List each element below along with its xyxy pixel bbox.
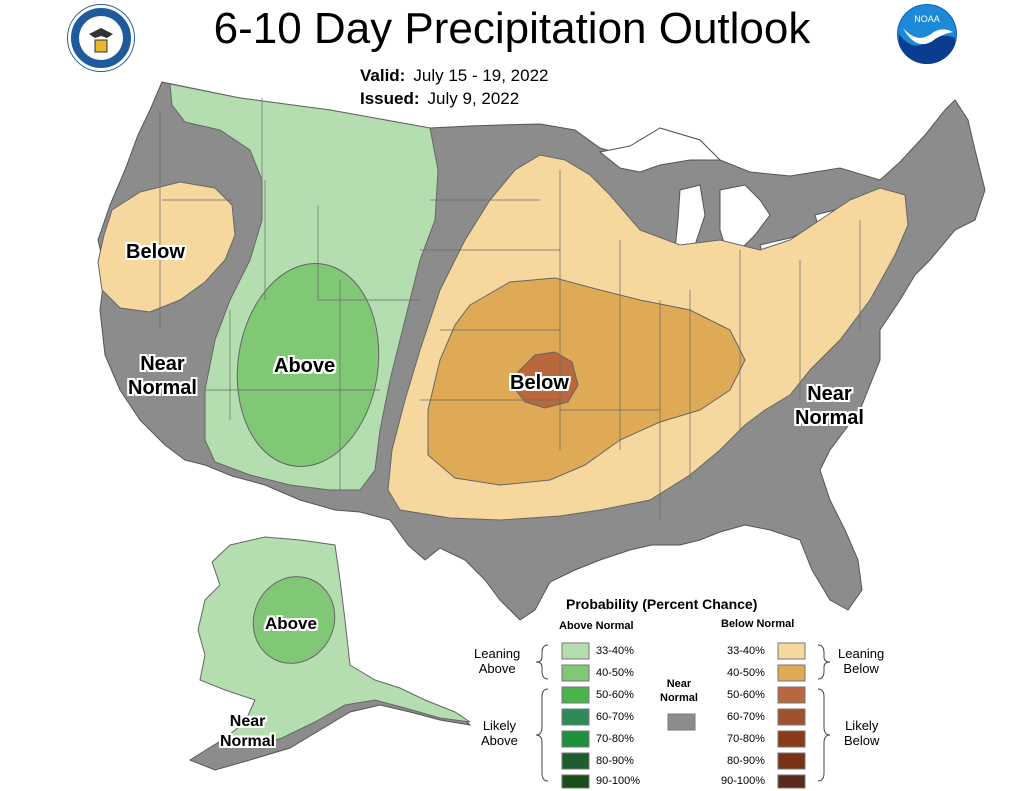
label-central-below: Below	[510, 372, 569, 394]
eagle-icon	[79, 16, 123, 60]
legend-range-label: 33-40%	[596, 645, 634, 657]
legend-range-label: 60-70%	[727, 711, 765, 723]
legend-likely-below: Likely Below	[844, 718, 880, 748]
label-west-below: Below	[126, 241, 185, 263]
legend-range-label: 40-50%	[727, 667, 765, 679]
valid-dates: Valid: July 15 - 19, 2022	[360, 66, 549, 86]
noaa-bird-icon: NOAA	[898, 5, 956, 64]
legend-range-label: 60-70%	[596, 711, 634, 723]
legend-range-label: 80-90%	[727, 755, 765, 767]
legend-range-label: 90-100%	[596, 775, 641, 787]
label-alaska-near-normal: Near Normal	[220, 713, 276, 750]
legend-range-label: 50-60%	[596, 689, 634, 701]
legend-swatches	[561, 642, 806, 789]
issued-value: July 9, 2022	[427, 89, 520, 108]
valid-value: July 15 - 19, 2022	[413, 66, 549, 85]
below-50-60-region	[513, 351, 579, 409]
issued-date: Issued: July 9, 2022	[360, 89, 519, 109]
label-west-near-normal: Near Normal	[128, 353, 197, 399]
label-east-near-normal: Near Normal	[795, 383, 864, 429]
legend-above-header: Above Normal	[559, 620, 634, 632]
legend-range-label: 80-90%	[596, 755, 634, 767]
legend-leaning-below: Leaning Below	[838, 646, 885, 676]
west-below-region	[97, 181, 236, 313]
svg-text:NOAA: NOAA	[914, 14, 940, 24]
valid-label: Valid:	[360, 66, 406, 85]
legend-range-label: 90-100%	[721, 775, 766, 787]
label-alaska-above: Above	[265, 614, 317, 633]
legend-range-label: 50-60%	[727, 689, 765, 701]
legend-range-label: 40-50%	[596, 667, 634, 679]
page-title: 6-10 Day Precipitation Outlook	[213, 4, 811, 53]
legend-braces	[535, 644, 831, 782]
label-rockies-above: Above	[274, 355, 336, 377]
state-lines	[159, 98, 861, 520]
legend-title: Probability (Percent Chance)	[566, 596, 758, 612]
legend-likely-above: Likely Above	[481, 718, 518, 748]
legend-near-header: Near Normal	[660, 678, 698, 704]
above-40-50-region	[236, 263, 380, 467]
doc-seal	[68, 5, 134, 71]
noaa-logo: NOAA	[897, 4, 957, 64]
alaska-above-33-40-region	[197, 536, 471, 749]
legend-range-label: 70-80%	[727, 733, 765, 745]
legend-range-label: 70-80%	[596, 733, 634, 745]
legend-below-header: Below Normal	[721, 618, 795, 630]
issued-label: Issued:	[360, 89, 420, 108]
legend-leaning-above: Leaning Above	[474, 646, 521, 676]
legend-range-label: 33-40%	[727, 645, 765, 657]
alaska-above-40-50-region	[252, 576, 336, 664]
